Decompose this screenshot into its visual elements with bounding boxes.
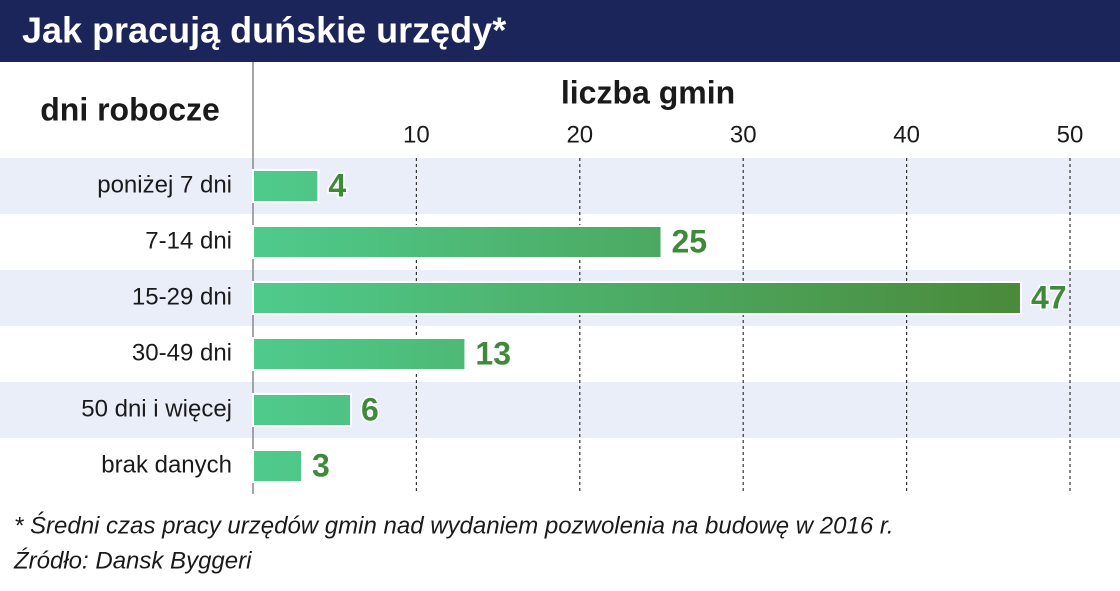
bar xyxy=(252,225,663,259)
category-label: poniżej 7 dni xyxy=(97,171,232,198)
header-band xyxy=(0,0,1120,62)
category-label: 30-49 dni xyxy=(132,339,232,366)
x-tick-label: 30 xyxy=(730,121,757,148)
value-label: 13 xyxy=(475,335,511,371)
bar xyxy=(252,393,353,427)
x-axis-label: liczba gmin xyxy=(561,74,735,110)
row-band xyxy=(0,158,1120,214)
value-label: 47 xyxy=(1031,279,1067,315)
source: Źródło: Dansk Byggeri xyxy=(13,547,252,574)
x-tick-label: 10 xyxy=(403,121,430,148)
value-label: 3 xyxy=(312,447,330,483)
footnote: * Średni czas pracy urzędów gmin nad wyd… xyxy=(14,511,894,539)
y-axis-label: dni robocze xyxy=(40,91,220,127)
category-label: 15-29 dni xyxy=(132,283,232,310)
x-tick-label: 20 xyxy=(566,121,593,148)
value-label: 25 xyxy=(672,223,708,259)
bar xyxy=(252,169,320,203)
value-label: 6 xyxy=(361,391,379,427)
bar xyxy=(252,337,467,371)
x-tick-label: 50 xyxy=(1057,121,1084,148)
x-tick-label: 40 xyxy=(893,121,920,148)
bar xyxy=(252,449,304,483)
category-label: brak danych xyxy=(101,451,232,478)
bar xyxy=(252,281,1022,315)
category-label: 7-14 dni xyxy=(145,227,232,254)
category-label: 50 dni i więcej xyxy=(81,395,232,422)
chart-title: Jak pracują duńskie urzędy* xyxy=(22,10,506,51)
value-label: 4 xyxy=(328,167,346,203)
row-band xyxy=(0,382,1120,438)
